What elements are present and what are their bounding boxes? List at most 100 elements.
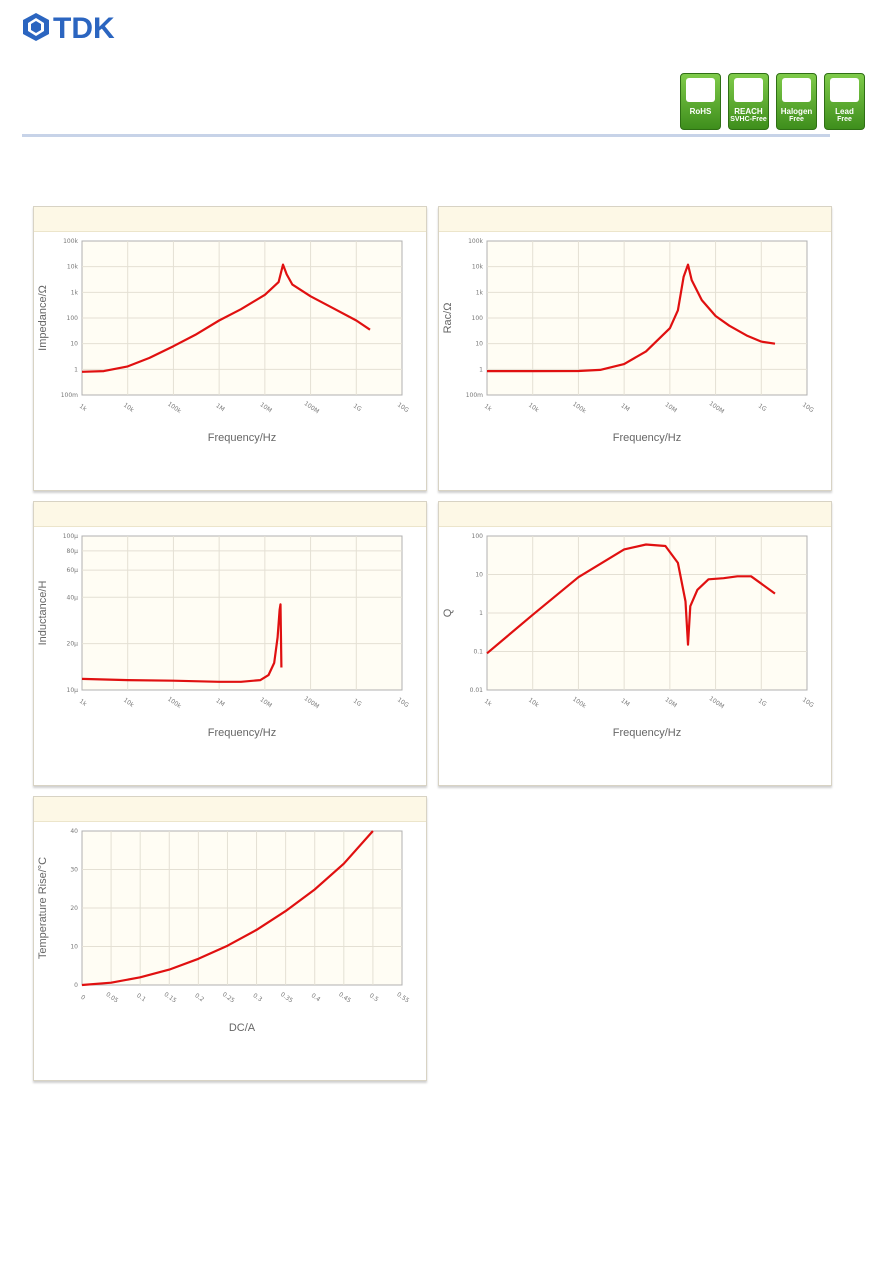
y-tick-label: 20	[70, 905, 78, 912]
y-axis-label: Impedance/Ω	[37, 285, 49, 351]
x-tick-label: 1k	[78, 698, 88, 708]
x-tick-label: 1M	[619, 697, 630, 708]
panel-header	[34, 207, 426, 232]
rac-chart-panel: 100m 1 10 100 1k 10k 100k 1k 10k 100k 1M 10M 100M 1G 1…	[438, 206, 832, 491]
x-tick-label: 100M	[708, 695, 726, 710]
x-tick-label: 1G	[757, 402, 768, 413]
leaf-icon	[686, 78, 715, 102]
y-tick-label: 1	[74, 366, 78, 373]
x-tick-label: 1k	[78, 403, 88, 413]
x-axis-label: DC/A	[229, 1022, 256, 1034]
x-tick-label: 10G	[396, 696, 410, 709]
x-tick-label: 0.4	[310, 992, 322, 1003]
x-tick-label: 0.1	[135, 992, 147, 1003]
y-tick-label: 60μ	[67, 567, 79, 574]
badge-sublabel: Free	[789, 116, 804, 123]
x-tick-label: 0.55	[395, 991, 410, 1005]
leaf-icon	[734, 78, 763, 102]
no-lead-icon	[830, 78, 859, 102]
x-tick-label: 1M	[619, 402, 630, 413]
x-tick-label: 0.05	[104, 991, 119, 1005]
impedance-chart-panel: 100m 1 10 100 1k 10k 100k 1k 10k 100k 1M 10M 100M 1G 1…	[33, 206, 427, 491]
badge-sublabel: SVHC-Free	[730, 116, 767, 123]
y-tick-label: 0.1	[473, 649, 483, 656]
x-tick-label: 1M	[214, 402, 225, 413]
y-tick-label: 100k	[468, 238, 483, 245]
x-tick-label: 100k	[166, 696, 183, 711]
y-tick-label: 100m	[61, 392, 78, 399]
x-tick-label: 10k	[527, 697, 541, 709]
y-tick-label: 10	[475, 572, 483, 579]
q-chart: 0.01 0.1 1 10 100 1k 10k 100k 1M 10M 100M 1G 10G Freq…	[442, 533, 815, 739]
y-tick-label: 100μ	[63, 533, 78, 540]
temperature-rise-chart: 0 10 20 30 40 0 0.05 0.1 0.15 0.2 0.25 0.3 0.35 0.4 0.…	[37, 828, 410, 1034]
inductance-chart-panel: 10μ 20μ 40μ 60μ 80μ 100μ 1k 10k 100k 1M 10M 100M 1G 1…	[33, 501, 427, 786]
x-axis-label: Frequency/Hz	[613, 432, 681, 444]
y-tick-label: 10k	[472, 264, 484, 271]
y-tick-label: 1	[479, 610, 483, 617]
y-tick-label: 100m	[466, 392, 483, 399]
x-tick-label: 10M	[663, 401, 678, 414]
x-tick-label: 0.5	[368, 992, 380, 1003]
plot-area	[81, 535, 403, 691]
y-axis-label: Inductance/H	[37, 581, 49, 646]
panel-header	[439, 502, 831, 527]
badge-sublabel: Free	[837, 116, 852, 123]
halogen-free-badge: Halogen Free	[776, 73, 817, 130]
x-tick-label: 100k	[166, 401, 183, 416]
inductance-chart: 10μ 20μ 40μ 60μ 80μ 100μ 1k 10k 100k 1M 10M 100M 1G 1…	[37, 533, 410, 739]
impedance-chart: 100m 1 10 100 1k 10k 100k 1k 10k 100k 1M 10M 100M 1G 1…	[37, 238, 410, 444]
y-tick-label: 100k	[63, 238, 78, 245]
y-axis-label: Q	[442, 608, 454, 617]
tdk-logo-mark	[23, 13, 49, 41]
x-tick-label: 10G	[396, 401, 410, 414]
x-tick-label: 10k	[527, 402, 541, 414]
x-tick-label: 10M	[258, 401, 273, 414]
y-tick-label: 0	[74, 982, 78, 989]
q-chart-panel: 0.01 0.1 1 10 100 1k 10k 100k 1M 10M 100M 1G 10G Freq…	[438, 501, 832, 786]
reach-badge: REACH SVHC-Free	[728, 73, 769, 130]
y-tick-label: 0.01	[470, 687, 484, 694]
x-tick-label: 1M	[214, 697, 225, 708]
x-tick-label: 1k	[483, 698, 493, 708]
panel-header	[439, 207, 831, 232]
header-divider	[22, 134, 830, 137]
y-tick-label: 40μ	[67, 594, 79, 601]
series-line	[81, 603, 283, 683]
y-tick-label: 1	[479, 366, 483, 373]
x-axis-label: Frequency/Hz	[208, 432, 276, 444]
x-tick-label: 0.3	[251, 992, 263, 1003]
compliance-badges: RoHS REACH SVHC-Free Halogen Free Lead F…	[680, 73, 865, 130]
y-tick-label: 40	[70, 828, 78, 835]
x-tick-label: 1G	[352, 402, 363, 413]
y-tick-label: 100	[472, 315, 484, 322]
rac-chart: 100m 1 10 100 1k 10k 100k 1k 10k 100k 1M 10M 100M 1G 1…	[442, 238, 815, 444]
y-tick-label: 10	[475, 341, 483, 348]
x-tick-label: 10k	[122, 402, 136, 414]
x-axis-label: Frequency/Hz	[613, 727, 681, 739]
y-axis-label: Rac/Ω	[442, 303, 454, 334]
y-axis-label: Temperature Rise/°C	[37, 857, 49, 959]
y-tick-label: 10	[70, 341, 78, 348]
x-tick-label: 0.2	[193, 992, 205, 1003]
rohs-badge: RoHS	[680, 73, 721, 130]
badge-label: Halogen	[780, 107, 813, 116]
x-tick-label: 100k	[571, 696, 588, 711]
tdk-logo-text: TDK	[53, 12, 115, 42]
panel-header	[34, 502, 426, 527]
x-tick-label: 1G	[352, 697, 363, 708]
badge-label: Lead	[835, 107, 854, 116]
x-tick-label: 1k	[483, 403, 493, 413]
no-halogen-icon	[782, 78, 811, 102]
x-tick-label: 10G	[801, 696, 815, 709]
badge-label: REACH	[734, 107, 763, 116]
x-tick-label: 0	[79, 994, 86, 1002]
series-line	[486, 543, 776, 655]
lead-free-badge: Lead Free	[824, 73, 865, 130]
y-tick-label: 1k	[476, 289, 484, 296]
y-tick-label: 10μ	[67, 687, 79, 694]
y-tick-label: 10	[70, 944, 78, 951]
x-tick-label: 100k	[571, 401, 588, 416]
panel-header	[34, 797, 426, 822]
y-tick-label: 10k	[67, 264, 79, 271]
